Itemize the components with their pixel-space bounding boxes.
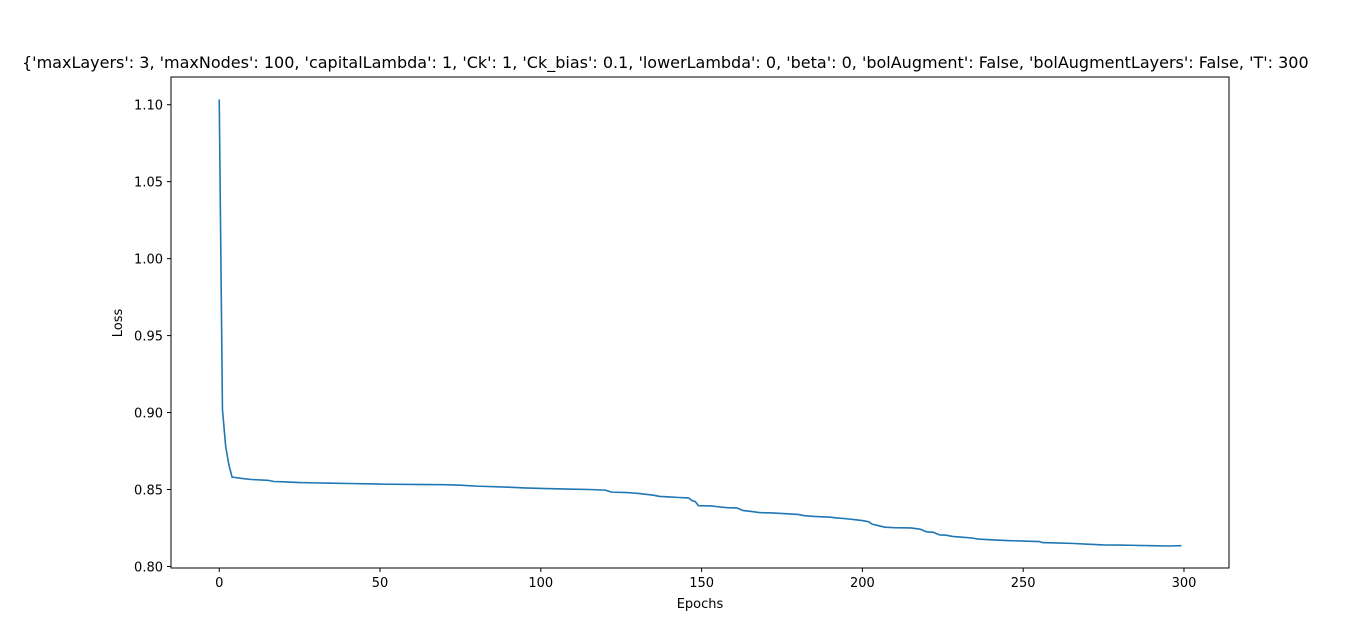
x-tick-label: 100 <box>528 576 553 591</box>
x-tick-label: 50 <box>372 576 389 591</box>
plot-area: 0 50 100 150 200 250 300 0.80 0.85 0.90 0.95 1.00 1… <box>134 76 1230 591</box>
y-axis-label: Loss <box>111 309 126 338</box>
y-tick-label: 0.80 <box>134 560 163 575</box>
x-tick-label: 150 <box>689 576 714 591</box>
y-tick-label: 1.05 <box>134 176 163 191</box>
y-tick-label: 0.95 <box>134 330 163 345</box>
x-tick-label: 200 <box>850 576 875 591</box>
x-tick-label: 250 <box>1011 576 1036 591</box>
series-group <box>218 99 1182 547</box>
x-axis: 0 50 100 150 200 250 300 <box>215 568 1196 591</box>
x-tick-label: 300 <box>1172 576 1197 591</box>
plot-frame <box>170 76 1230 569</box>
y-tick-label: 0.90 <box>134 407 163 422</box>
x-axis-label: Epochs <box>677 597 724 612</box>
y-axis: 0.80 0.85 0.90 0.95 1.00 1.05 1.10 <box>134 99 171 575</box>
chart-title: {'maxLayers': 3, 'maxNodes': 100, 'capit… <box>22 53 1309 73</box>
x-tick-label: 0 <box>215 576 223 591</box>
y-tick-label: 1.10 <box>134 99 163 114</box>
y-tick-label: 1.00 <box>134 253 163 268</box>
series-line-0 <box>218 99 1182 547</box>
y-tick-label: 0.85 <box>134 484 163 499</box>
